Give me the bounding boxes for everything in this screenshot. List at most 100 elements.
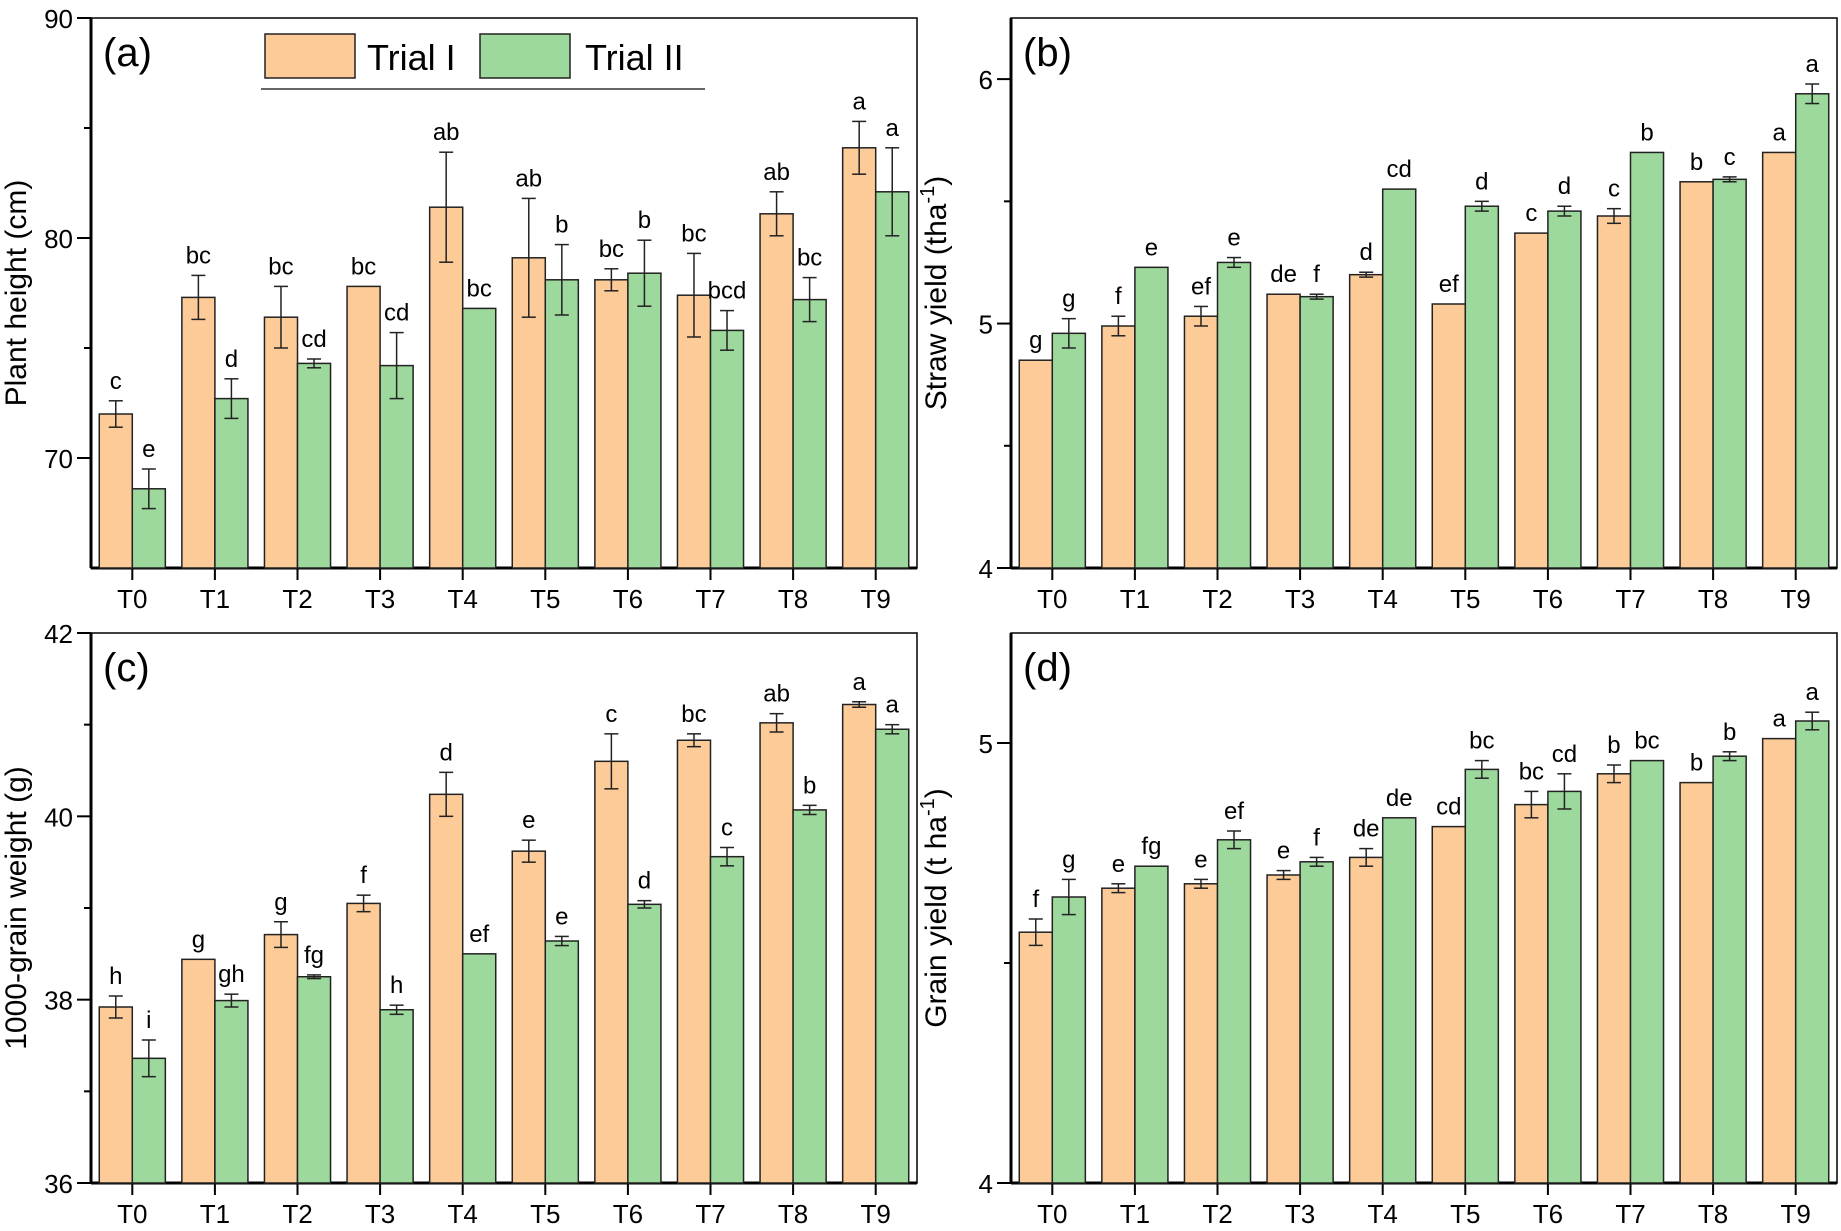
bar-trial-1	[594, 279, 629, 569]
bar-trial-1	[1431, 303, 1467, 569]
significance-letter: g	[274, 889, 287, 916]
significance-letter: e	[1145, 234, 1158, 261]
bar-trial-1	[1514, 803, 1549, 1184]
bar-trial-1	[1679, 181, 1714, 569]
significance-letter: bc	[1469, 728, 1494, 755]
significance-letter: g	[192, 926, 205, 953]
significance-letter: a	[853, 88, 867, 115]
x-tick-label: T3	[1285, 1199, 1315, 1229]
bar-trial-1	[1183, 883, 1219, 1184]
bar-trial-1	[98, 413, 134, 569]
x-tick-label: T2	[282, 584, 312, 614]
bar-trial-2	[1464, 205, 1500, 569]
x-tick-label: T9	[1781, 584, 1811, 614]
bar-trial-1	[263, 316, 299, 569]
significance-letter: a	[1773, 119, 1787, 146]
x-tick-label: T9	[861, 1199, 891, 1229]
significance-letter: ef	[1439, 271, 1459, 298]
bar-trial-2	[1134, 865, 1169, 1184]
x-tick-label: T6	[613, 1199, 643, 1229]
significance-letter: a	[1806, 51, 1820, 78]
significance-letter: f	[1313, 824, 1320, 851]
bar-trial-2	[1134, 266, 1169, 569]
x-tick-label: T9	[861, 584, 891, 614]
significance-letter: e	[555, 903, 568, 930]
x-tick-label: T3	[1285, 584, 1315, 614]
bar-trial-2	[1547, 210, 1582, 569]
legend-swatch-trial-1	[264, 33, 356, 79]
x-tick-label: T5	[1450, 1199, 1480, 1229]
significance-letter: g	[1062, 846, 1075, 873]
bar-trial-1	[1431, 825, 1467, 1184]
bar-trial-1	[759, 722, 794, 1184]
significance-letter: d	[440, 739, 453, 766]
panel-c-y-axis-title: 1000-grain weight (g)	[0, 766, 33, 1050]
significance-letter: d	[1360, 239, 1373, 266]
bar-trial-1	[263, 933, 299, 1184]
significance-letter: h	[109, 963, 122, 990]
significance-letter: ab	[763, 681, 790, 708]
bar-trial-2	[1299, 295, 1334, 569]
significance-letter: ef	[469, 921, 489, 948]
x-tick-label: T8	[1698, 1199, 1728, 1229]
x-tick-label: T0	[1037, 584, 1067, 614]
significance-letter: f	[1032, 886, 1039, 913]
bar-trial-2	[1216, 839, 1252, 1184]
bar-trial-2	[627, 903, 662, 1184]
bar-trial-2	[1051, 896, 1087, 1184]
significance-letter: bc	[268, 253, 293, 280]
x-tick-label: T7	[695, 1199, 725, 1229]
bar-trial-1	[181, 296, 216, 569]
bar-trial-2	[709, 855, 745, 1184]
panel-d-y-axis-title: Grain yield (t ha-1)	[917, 788, 953, 1028]
bar-trial-2	[544, 279, 580, 569]
panel-d-label: (d)	[1023, 646, 1072, 690]
significance-letter: a	[886, 692, 900, 719]
x-tick-label: T8	[778, 1199, 808, 1229]
panel-a-y-axis-title: Plant height (cm)	[0, 180, 33, 407]
bar-trial-2	[1051, 332, 1087, 569]
significance-letter: c	[721, 815, 733, 842]
bar-trial-2	[1464, 768, 1500, 1184]
y-tick-label: 80	[44, 224, 73, 254]
bar-trial-1	[1348, 273, 1384, 569]
bar-trial-1	[1018, 359, 1054, 569]
significance-letter: b	[803, 772, 816, 799]
significance-letter: f	[360, 862, 367, 889]
bar-trial-1	[841, 703, 877, 1184]
bar-trial-1	[841, 147, 877, 569]
x-tick-label: T5	[530, 584, 560, 614]
legend-swatch-trial-2	[479, 33, 571, 79]
significance-letter: cd	[1552, 741, 1577, 768]
significance-letter: a	[886, 115, 900, 142]
significance-letter: f	[1313, 261, 1320, 288]
x-tick-label: T8	[778, 584, 808, 614]
bar-trial-2	[296, 362, 332, 569]
bar-trial-1	[1018, 931, 1054, 1184]
x-tick-label: T0	[1037, 1199, 1067, 1229]
legend-label-trial-2: Trial II	[585, 37, 684, 78]
significance-letter: a	[853, 669, 867, 696]
bar-trial-2	[461, 953, 497, 1184]
y-tick-label: 5	[979, 310, 993, 340]
x-tick-label: T3	[365, 1199, 395, 1229]
x-tick-label: T0	[117, 1199, 147, 1229]
bar-trial-1	[594, 760, 629, 1184]
significance-letter: b	[1690, 149, 1703, 176]
bar-trial-2	[296, 976, 332, 1184]
significance-letter: bc	[1519, 758, 1544, 785]
significance-letter: ef	[1191, 273, 1211, 300]
significance-letter: ab	[515, 165, 542, 192]
x-tick-label: T4	[448, 1199, 478, 1229]
bar-trial-1	[428, 793, 464, 1184]
bar-trial-1	[676, 739, 712, 1184]
significance-letter: g	[1062, 286, 1075, 313]
bar-trial-1	[1679, 781, 1714, 1184]
bar-trial-1	[1266, 293, 1301, 569]
y-tick-label: 90	[44, 4, 73, 34]
significance-letter: ef	[1224, 798, 1244, 825]
x-tick-label: T1	[1120, 1199, 1150, 1229]
bar-trial-1	[346, 902, 381, 1184]
significance-letter: b	[1723, 719, 1736, 746]
x-tick-label: T9	[1781, 1199, 1811, 1229]
